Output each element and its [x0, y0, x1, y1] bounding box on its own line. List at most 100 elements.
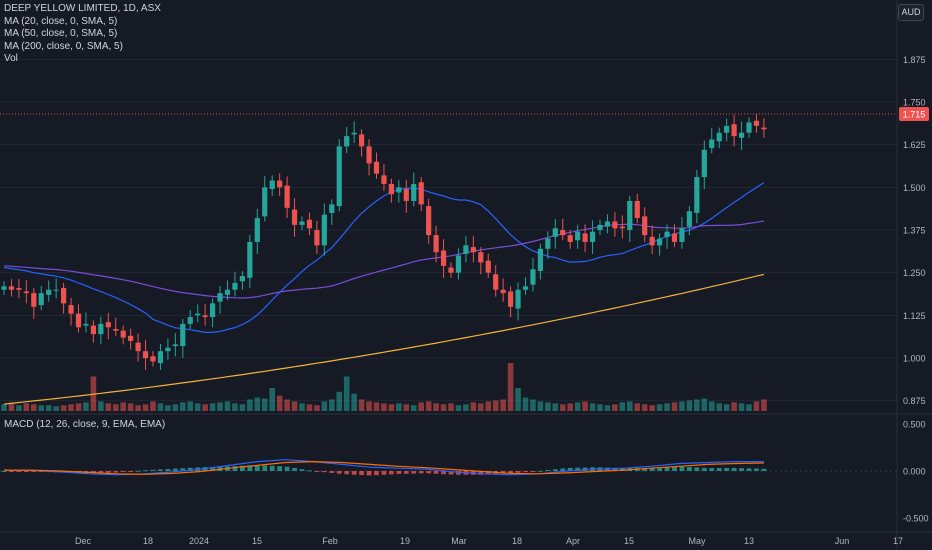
volume-bar: [679, 401, 685, 411]
macd-histogram-bar: [366, 471, 372, 476]
volume-bars: [1, 363, 767, 411]
volume-bar: [8, 402, 15, 411]
volume-bar: [418, 402, 424, 411]
volume-bar: [478, 403, 484, 411]
currency-button[interactable]: AUD: [898, 4, 924, 21]
candle-body: [448, 267, 454, 273]
ma200-legend[interactable]: MA (200, close, 0, SMA, 5): [4, 40, 123, 52]
candle-body: [98, 323, 104, 335]
macd-tick-label: 0.000: [903, 467, 926, 477]
ma200-line: [3, 273, 765, 405]
volume-bar: [16, 405, 22, 411]
candle-body: [187, 317, 193, 324]
macd-histogram-bar: [172, 468, 178, 471]
macd-histogram-bar: [321, 471, 327, 473]
candle-body: [582, 233, 588, 242]
price-tick-label: 1.750: [903, 98, 926, 108]
candle-body: [753, 120, 760, 126]
candle-body: [120, 330, 126, 338]
macd-histogram-bar: [16, 471, 22, 472]
volume-bar: [276, 395, 283, 411]
macd-pane: [0, 459, 897, 476]
macd-legend[interactable]: MACD (12, 26, close, 9, EMA, EMA): [4, 419, 166, 430]
volume-bar: [410, 405, 417, 411]
volume-bar: [492, 400, 499, 411]
time-tick-label: Apr: [566, 536, 580, 546]
volume-bar: [23, 403, 30, 411]
price-tick-label: 0.875: [903, 396, 926, 406]
macd-histogram-bar: [98, 471, 104, 473]
volume-bar: [261, 398, 268, 411]
symbol-title[interactable]: DEEP YELLOW LIMITED, 1D, ASX: [4, 3, 161, 14]
macd-histogram-bar: [269, 465, 275, 471]
macd-histogram-bar: [336, 471, 342, 474]
volume-bar: [597, 404, 603, 411]
candle-body: [61, 288, 67, 304]
candle-body: [612, 221, 618, 229]
macd-histogram-bar: [679, 466, 685, 471]
macd-histogram-bar: [701, 467, 707, 471]
macd-histogram-bar: [418, 471, 424, 474]
macd-histogram-bar: [731, 467, 737, 471]
macd-histogram-bar: [739, 468, 744, 471]
candle-body: [560, 230, 566, 236]
volume-bar: [507, 363, 514, 411]
volume-bar: [604, 405, 611, 411]
time-tick-label: 19: [400, 536, 410, 546]
volume-bar: [470, 402, 477, 411]
macd-histogram-bar: [672, 466, 677, 471]
price-tick-label: 1.000: [903, 354, 926, 364]
volume-bar: [731, 402, 737, 411]
candle-body: [113, 328, 119, 331]
macd-histogram-bar: [165, 469, 171, 471]
time-tick-label: 17: [893, 536, 903, 546]
candle-body: [634, 200, 640, 219]
candle-body: [575, 231, 581, 241]
volume-bar: [403, 404, 410, 411]
candle-body: [217, 293, 223, 302]
macd-histogram-bar: [299, 469, 305, 471]
volume-bar: [351, 393, 357, 411]
candle-body: [366, 146, 372, 164]
volume-bar: [172, 404, 179, 411]
volume-bar: [157, 403, 164, 411]
time-tick-label: Mar: [451, 536, 467, 546]
macd-histogram-bar: [664, 467, 670, 471]
volume-bar: [291, 401, 298, 411]
macd-histogram-bar: [135, 470, 141, 472]
time-tick-label: 18: [143, 536, 153, 546]
candle-body: [440, 250, 447, 266]
candle-body: [493, 274, 499, 290]
macd-histogram-bar: [396, 471, 402, 474]
macd-histogram-bar: [545, 470, 551, 472]
volume-bar: [440, 404, 447, 411]
candle-body: [344, 136, 350, 147]
macd-histogram-bar: [552, 469, 558, 471]
macd-histogram-bar: [508, 471, 513, 474]
candle-body: [239, 276, 245, 282]
candle-body: [38, 293, 44, 306]
candle-body: [381, 175, 387, 184]
volume-legend[interactable]: Vol: [4, 53, 18, 64]
time-tick-label: 15: [624, 536, 634, 546]
volume-bar: [217, 402, 223, 411]
macd-histogram-bar: [746, 468, 752, 471]
volume-bar: [254, 397, 261, 411]
candle-body: [195, 313, 201, 316]
ma20-legend[interactable]: MA (20, close, 0, SMA, 5): [4, 15, 118, 27]
candle-body: [329, 204, 335, 213]
volume-bar: [694, 399, 700, 411]
volume-bar: [269, 387, 275, 411]
ma50-legend[interactable]: MA (50, close, 0, SMA, 5): [4, 28, 118, 39]
candle-body: [373, 161, 380, 174]
volume-bar: [485, 401, 492, 411]
volume-bar: [455, 405, 462, 411]
macd-histogram-bar: [158, 469, 163, 471]
candle-body: [135, 342, 141, 352]
volume-bar: [180, 402, 186, 411]
macd-histogram-bar: [709, 467, 715, 471]
volume-bar: [686, 400, 693, 411]
macd-histogram-bar: [612, 467, 618, 471]
candle-body: [90, 325, 96, 335]
